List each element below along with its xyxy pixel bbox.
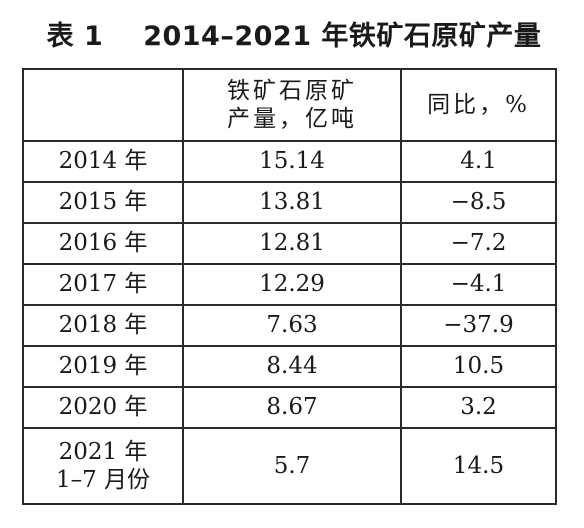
table-row: 2018 年 7.63 −37.9 — [22, 304, 557, 347]
output-value-cell: 13.81 — [182, 181, 402, 224]
yoy-value-cell: 3.2 — [400, 386, 557, 429]
table-row: 2019 年 8.44 10.5 — [22, 345, 557, 388]
year-period-label: 1–7 月份 — [55, 467, 151, 493]
header-cell-year — [22, 68, 184, 142]
output-value-cell: 5.7 — [182, 427, 402, 505]
year-label: 2020 年 — [58, 394, 148, 421]
year-cell: 2021 年 1–7 月份 — [22, 427, 184, 505]
year-label: 2019 年 — [58, 353, 148, 380]
year-label: 2017 年 — [58, 271, 148, 298]
year-label: 2021 年 — [58, 438, 148, 465]
output-value-cell: 7.63 — [182, 304, 402, 347]
year-label: 2016 年 — [58, 230, 148, 257]
header-yoy-label: 同比，% — [427, 91, 530, 118]
table-number: 表 1 — [46, 21, 104, 52]
year-label: 2014 年 — [58, 148, 148, 175]
header-cell-output: 铁矿石原矿 产量，亿吨 — [182, 68, 402, 142]
yoy-value-cell: 10.5 — [400, 345, 557, 388]
year-cell: 2015 年 — [22, 181, 184, 224]
yoy-value-cell: −7.2 — [400, 222, 557, 265]
header-output-label: 铁矿石原矿 产量，亿吨 — [227, 77, 357, 132]
output-value-cell: 15.14 — [182, 140, 402, 183]
year-cell: 2019 年 — [22, 345, 184, 388]
year-label: 2015 年 — [58, 189, 148, 216]
output-value-cell: 8.44 — [182, 345, 402, 388]
table-row: 2021 年 1–7 月份 5.7 14.5 — [22, 427, 557, 505]
yoy-value-cell: 14.5 — [400, 427, 557, 505]
header-cell-yoy: 同比，% — [400, 68, 557, 142]
yoy-value-cell: −4.1 — [400, 263, 557, 306]
iron-ore-output-table: 铁矿石原矿 产量，亿吨 同比，% 2014 年 15.14 4.1 2015 年 13.8… — [22, 68, 557, 505]
yoy-value-cell: 4.1 — [400, 140, 557, 183]
output-value-cell: 12.81 — [182, 222, 402, 265]
table-row: 2015 年 13.81 −8.5 — [22, 181, 557, 224]
year-label: 2018 年 — [58, 312, 148, 339]
table-title: 2014–2021 年铁矿石原矿产量 — [143, 21, 542, 52]
table-row: 2017 年 12.29 −4.1 — [22, 263, 557, 306]
year-cell: 2020 年 — [22, 386, 184, 429]
table-row: 2016 年 12.81 −7.2 — [22, 222, 557, 265]
year-cell: 2018 年 — [22, 304, 184, 347]
table-row: 2014 年 15.14 4.1 — [22, 140, 557, 183]
year-cell: 2016 年 — [22, 222, 184, 265]
table-caption: 表 1 2014–2021 年铁矿石原矿产量 — [0, 14, 584, 53]
output-value-cell: 12.29 — [182, 263, 402, 306]
year-cell: 2014 年 — [22, 140, 184, 183]
year-cell: 2017 年 — [22, 263, 184, 306]
yoy-value-cell: −8.5 — [400, 181, 557, 224]
yoy-value-cell: −37.9 — [400, 304, 557, 347]
table-row: 2020 年 8.67 3.2 — [22, 386, 557, 429]
output-value-cell: 8.67 — [182, 386, 402, 429]
table-header-row: 铁矿石原矿 产量，亿吨 同比，% — [22, 68, 557, 142]
